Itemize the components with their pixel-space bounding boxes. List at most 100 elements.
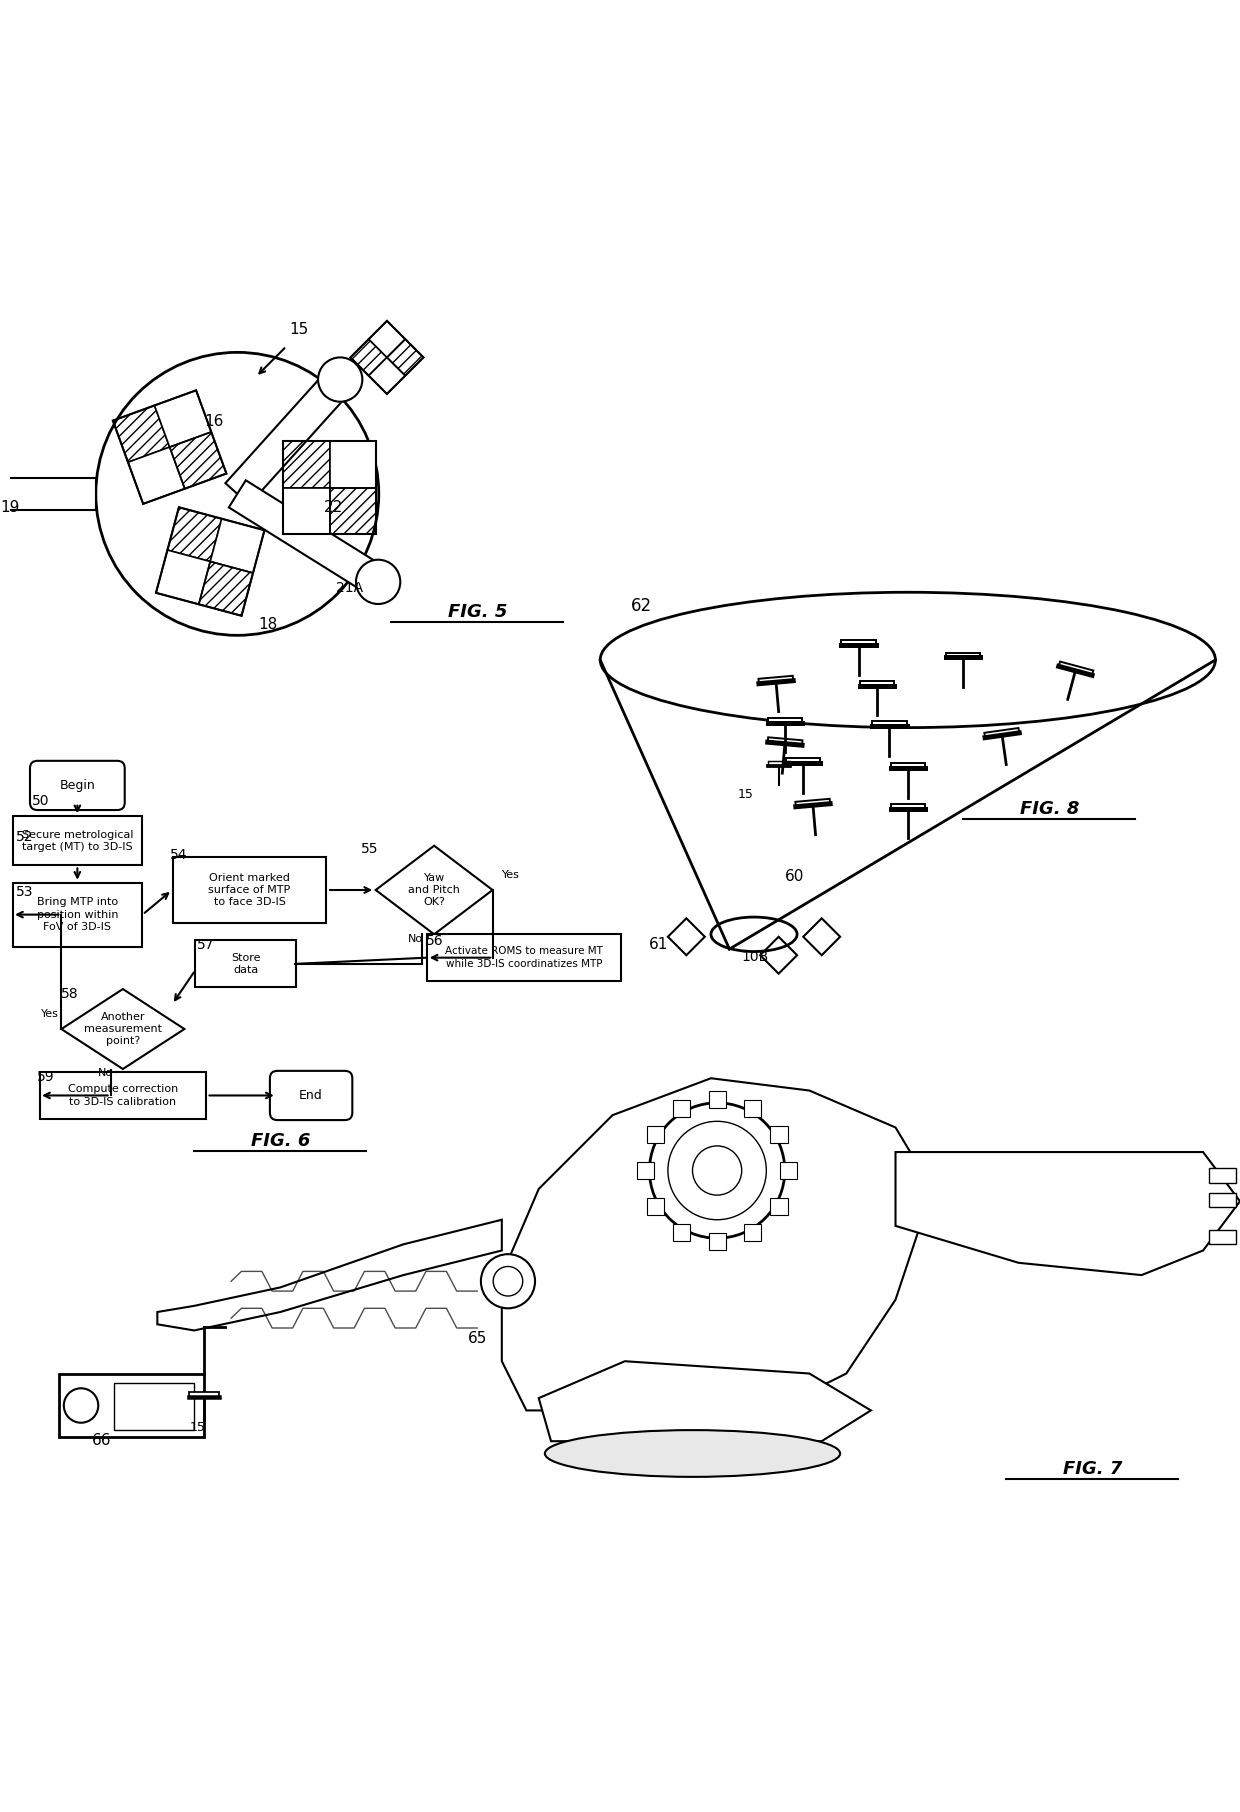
FancyBboxPatch shape bbox=[12, 882, 141, 946]
Text: 66: 66 bbox=[92, 1433, 112, 1448]
Polygon shape bbox=[1059, 661, 1094, 676]
Polygon shape bbox=[283, 487, 330, 535]
Polygon shape bbox=[768, 761, 790, 766]
Text: 60: 60 bbox=[785, 870, 805, 884]
Polygon shape bbox=[155, 390, 211, 448]
Text: FIG. 8: FIG. 8 bbox=[1019, 799, 1079, 817]
Polygon shape bbox=[128, 448, 185, 504]
Text: 15: 15 bbox=[738, 788, 754, 801]
Text: Yes: Yes bbox=[502, 870, 520, 879]
Polygon shape bbox=[768, 718, 802, 723]
Text: Compute correction
to 3D-IS calibration: Compute correction to 3D-IS calibration bbox=[68, 1084, 179, 1107]
Polygon shape bbox=[368, 357, 405, 393]
Text: 55: 55 bbox=[361, 843, 378, 855]
Polygon shape bbox=[226, 370, 352, 504]
Text: 15: 15 bbox=[289, 323, 309, 337]
Bar bbox=[1209, 1230, 1236, 1245]
Text: 50: 50 bbox=[32, 794, 50, 808]
Text: 52: 52 bbox=[16, 830, 33, 844]
Bar bbox=[1209, 1169, 1236, 1183]
Text: End: End bbox=[299, 1089, 322, 1102]
Text: 19: 19 bbox=[0, 500, 20, 515]
Polygon shape bbox=[859, 681, 894, 685]
Polygon shape bbox=[890, 763, 925, 768]
Text: FIG. 5: FIG. 5 bbox=[448, 603, 507, 622]
Polygon shape bbox=[842, 640, 875, 645]
FancyBboxPatch shape bbox=[30, 761, 125, 810]
Text: Activate ROMS to measure MT
while 3D-IS coordinatizes MTP: Activate ROMS to measure MT while 3D-IS … bbox=[445, 946, 603, 969]
Text: 61: 61 bbox=[649, 937, 668, 951]
Text: 21A: 21A bbox=[336, 582, 363, 596]
Circle shape bbox=[650, 1104, 785, 1238]
Bar bbox=[673, 1100, 689, 1118]
Text: 53: 53 bbox=[16, 884, 33, 899]
Bar bbox=[647, 1127, 663, 1143]
Polygon shape bbox=[538, 1361, 870, 1441]
Polygon shape bbox=[759, 676, 794, 683]
Text: Yes: Yes bbox=[41, 1009, 60, 1018]
Text: 18: 18 bbox=[258, 618, 278, 632]
Ellipse shape bbox=[544, 1430, 841, 1477]
Text: 22: 22 bbox=[324, 500, 342, 515]
Text: 58: 58 bbox=[61, 988, 79, 1002]
Text: 57: 57 bbox=[197, 939, 215, 951]
Polygon shape bbox=[211, 518, 264, 573]
Polygon shape bbox=[156, 551, 211, 603]
Circle shape bbox=[356, 560, 401, 603]
FancyBboxPatch shape bbox=[427, 935, 621, 980]
Bar bbox=[708, 1234, 725, 1250]
Text: 15: 15 bbox=[190, 1421, 206, 1435]
Text: 65: 65 bbox=[467, 1330, 487, 1346]
Polygon shape bbox=[795, 799, 830, 806]
Polygon shape bbox=[895, 1152, 1240, 1276]
Text: No: No bbox=[408, 933, 423, 944]
Text: 10B: 10B bbox=[742, 949, 769, 964]
Circle shape bbox=[481, 1254, 534, 1308]
Bar bbox=[770, 1198, 787, 1214]
Circle shape bbox=[317, 357, 362, 402]
Polygon shape bbox=[376, 846, 492, 935]
FancyBboxPatch shape bbox=[172, 857, 326, 924]
Text: Yaw
and Pitch
OK?: Yaw and Pitch OK? bbox=[408, 873, 460, 908]
FancyBboxPatch shape bbox=[270, 1071, 352, 1120]
Text: FIG. 7: FIG. 7 bbox=[1063, 1460, 1122, 1479]
Polygon shape bbox=[61, 989, 185, 1069]
Text: Store
data: Store data bbox=[231, 953, 260, 975]
Text: Secure metrological
target (MT) to 3D-IS: Secure metrological target (MT) to 3D-IS bbox=[21, 830, 133, 852]
Polygon shape bbox=[229, 480, 387, 596]
Bar bbox=[780, 1161, 797, 1180]
Polygon shape bbox=[985, 728, 1019, 737]
Polygon shape bbox=[330, 440, 376, 487]
Text: 56: 56 bbox=[425, 935, 443, 948]
Polygon shape bbox=[946, 652, 981, 658]
FancyBboxPatch shape bbox=[196, 940, 296, 988]
Polygon shape bbox=[786, 759, 821, 763]
Text: Begin: Begin bbox=[60, 779, 95, 792]
Text: No: No bbox=[98, 1067, 113, 1078]
Bar bbox=[673, 1223, 689, 1241]
Bar bbox=[647, 1198, 663, 1214]
FancyBboxPatch shape bbox=[12, 815, 141, 866]
Bar bbox=[708, 1091, 725, 1107]
Polygon shape bbox=[872, 721, 906, 727]
Bar bbox=[637, 1161, 655, 1180]
Polygon shape bbox=[890, 805, 925, 808]
FancyBboxPatch shape bbox=[40, 1073, 206, 1118]
Text: 59: 59 bbox=[37, 1069, 55, 1084]
Text: FIG. 6: FIG. 6 bbox=[250, 1132, 310, 1151]
Text: 54: 54 bbox=[170, 848, 187, 863]
Text: Bring MTP into
position within
FoV of 3D-IS: Bring MTP into position within FoV of 3D… bbox=[37, 897, 118, 931]
Polygon shape bbox=[768, 737, 802, 745]
Polygon shape bbox=[157, 1219, 502, 1330]
Bar bbox=[1209, 1192, 1236, 1207]
Polygon shape bbox=[368, 321, 405, 357]
Bar bbox=[114, 1383, 195, 1430]
Polygon shape bbox=[188, 1392, 219, 1397]
Bar bbox=[60, 1373, 205, 1437]
Text: 16: 16 bbox=[205, 415, 223, 429]
Bar bbox=[744, 1100, 761, 1118]
Text: 62: 62 bbox=[631, 596, 652, 614]
Polygon shape bbox=[502, 1078, 932, 1410]
Bar bbox=[770, 1127, 787, 1143]
Text: Orient marked
surface of MTP
to face 3D-IS: Orient marked surface of MTP to face 3D-… bbox=[208, 873, 290, 908]
